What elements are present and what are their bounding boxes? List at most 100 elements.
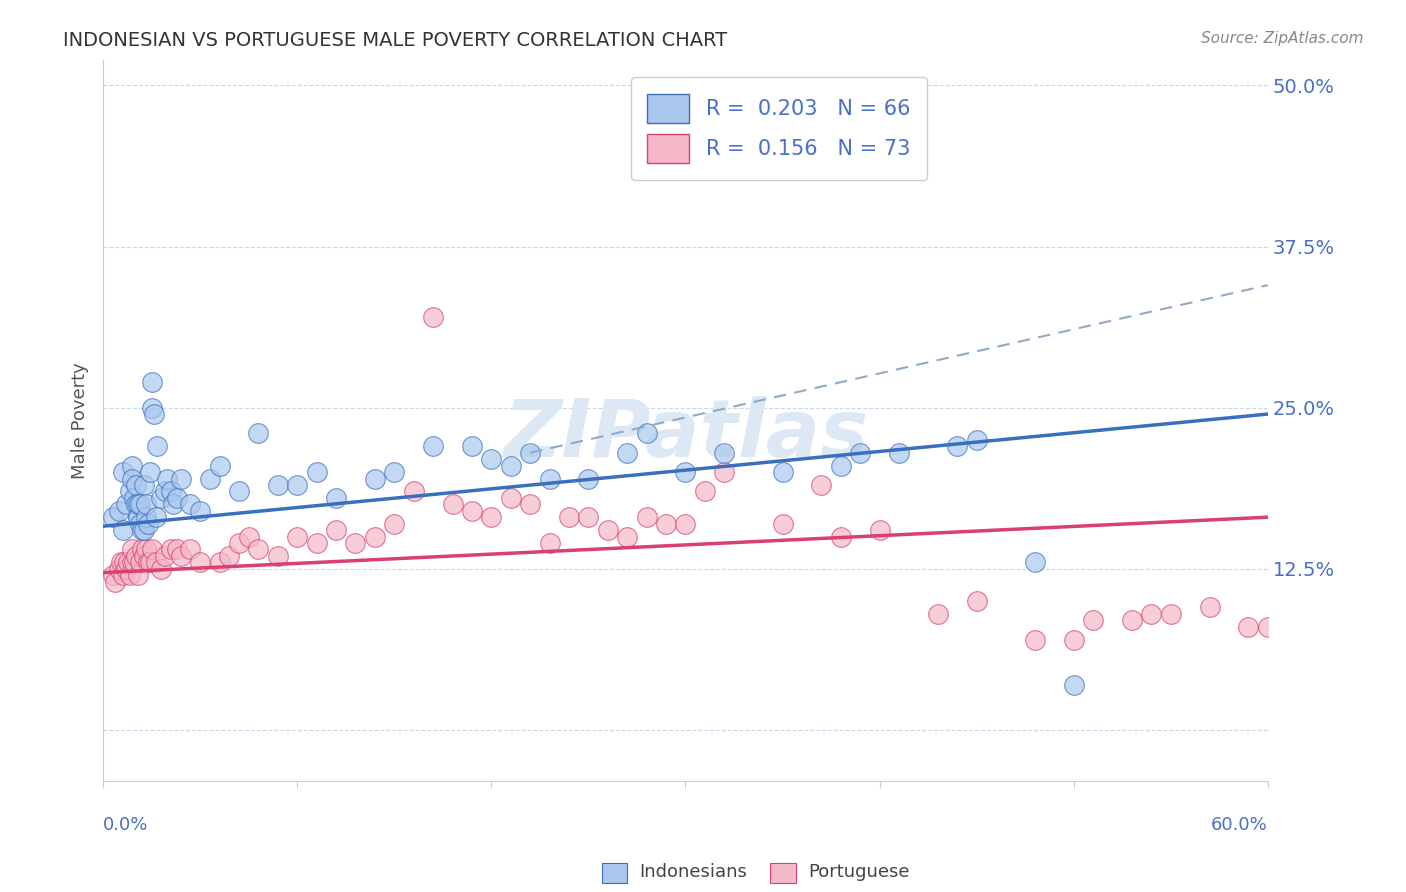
- Point: [122, 491, 145, 505]
- Point: [131, 542, 153, 557]
- Text: Portuguese: Portuguese: [808, 863, 910, 881]
- Point: [166, 542, 188, 557]
- Point: [576, 510, 599, 524]
- Point: [247, 426, 270, 441]
- Point: [115, 497, 138, 511]
- Y-axis label: Male Poverty: Male Poverty: [72, 362, 89, 479]
- Point: [127, 497, 149, 511]
- Point: [125, 497, 148, 511]
- Point: [170, 549, 193, 563]
- Point: [114, 555, 136, 569]
- Point: [111, 568, 134, 582]
- Point: [141, 401, 163, 415]
- Point: [162, 497, 184, 511]
- Point: [198, 471, 221, 485]
- Point: [285, 478, 308, 492]
- Point: [1063, 632, 1085, 647]
- Point: [461, 439, 484, 453]
- Point: [402, 484, 425, 499]
- Point: [138, 555, 160, 569]
- Point: [364, 529, 387, 543]
- Point: [110, 555, 132, 569]
- Point: [218, 549, 240, 563]
- Point: [111, 465, 134, 479]
- Point: [155, 484, 177, 499]
- Point: [160, 484, 183, 499]
- Text: Indonesians: Indonesians: [640, 863, 748, 881]
- Point: [228, 484, 250, 499]
- Point: [422, 439, 444, 453]
- Point: [636, 426, 658, 441]
- Point: [136, 555, 159, 569]
- Point: [772, 516, 794, 531]
- Point: [849, 446, 872, 460]
- Text: Source: ZipAtlas.com: Source: ZipAtlas.com: [1201, 31, 1364, 46]
- Point: [188, 555, 211, 569]
- Point: [1160, 607, 1182, 621]
- Point: [127, 568, 149, 582]
- Point: [382, 465, 405, 479]
- Point: [479, 510, 502, 524]
- Point: [869, 523, 891, 537]
- Point: [146, 439, 169, 453]
- Point: [101, 568, 124, 582]
- Point: [538, 471, 561, 485]
- Point: [121, 471, 143, 485]
- Point: [121, 458, 143, 473]
- Point: [927, 607, 949, 621]
- Point: [267, 549, 290, 563]
- Point: [179, 497, 201, 511]
- Point: [1121, 613, 1143, 627]
- Point: [135, 542, 157, 557]
- Point: [160, 542, 183, 557]
- Point: [675, 465, 697, 479]
- Point: [966, 433, 988, 447]
- Point: [713, 465, 735, 479]
- Point: [135, 510, 157, 524]
- Point: [596, 523, 619, 537]
- Point: [382, 516, 405, 531]
- Point: [145, 555, 167, 569]
- Point: [1063, 678, 1085, 692]
- Point: [810, 478, 832, 492]
- Point: [141, 375, 163, 389]
- Point: [132, 523, 155, 537]
- Point: [125, 549, 148, 563]
- Point: [142, 407, 165, 421]
- Point: [129, 497, 152, 511]
- Point: [655, 516, 678, 531]
- Point: [120, 484, 142, 499]
- Text: ZIPatlas: ZIPatlas: [503, 396, 868, 474]
- Point: [1257, 620, 1279, 634]
- Point: [131, 523, 153, 537]
- Point: [616, 529, 638, 543]
- Text: 0.0%: 0.0%: [103, 816, 149, 834]
- Point: [887, 446, 910, 460]
- Point: [127, 510, 149, 524]
- Point: [107, 562, 129, 576]
- Point: [141, 542, 163, 557]
- Point: [127, 510, 149, 524]
- Point: [132, 549, 155, 563]
- Point: [267, 478, 290, 492]
- Point: [693, 484, 716, 499]
- Point: [166, 491, 188, 505]
- Point: [101, 510, 124, 524]
- Point: [104, 574, 127, 589]
- Point: [122, 555, 145, 569]
- Point: [499, 491, 522, 505]
- Point: [150, 562, 173, 576]
- Point: [946, 439, 969, 453]
- Point: [1024, 555, 1046, 569]
- Point: [344, 536, 367, 550]
- Point: [1081, 613, 1104, 627]
- Legend: R =  0.203   N = 66, R =  0.156   N = 73: R = 0.203 N = 66, R = 0.156 N = 73: [630, 78, 927, 180]
- Point: [238, 529, 260, 543]
- Point: [1140, 607, 1163, 621]
- Point: [479, 452, 502, 467]
- Point: [155, 549, 177, 563]
- Point: [150, 491, 173, 505]
- Point: [120, 568, 142, 582]
- Point: [519, 497, 541, 511]
- Point: [325, 491, 347, 505]
